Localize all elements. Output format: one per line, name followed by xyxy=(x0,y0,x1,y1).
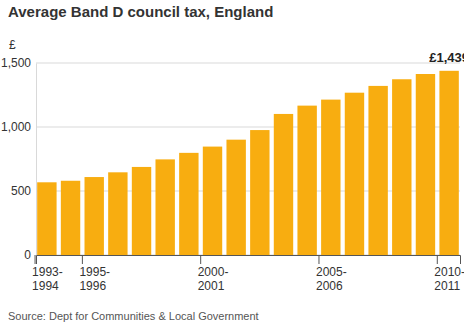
x-axis: 1993-1994 1995-1996 2000-2001 2005-2006 2010… xyxy=(32,255,464,293)
bar xyxy=(392,79,411,255)
bars xyxy=(37,71,459,255)
grid-line xyxy=(36,63,460,64)
y-axis-line xyxy=(36,64,37,256)
bar xyxy=(179,153,198,255)
x-tick-mark xyxy=(82,255,83,264)
data-label: £1,439 xyxy=(429,50,464,65)
y-tick: 500 xyxy=(11,184,36,198)
y-tick: 1,000 xyxy=(1,120,36,134)
x-axis-line xyxy=(37,256,461,265)
bar xyxy=(108,172,127,255)
x-tick: 1993-1994 xyxy=(32,255,63,293)
x-tick: 2005-2006 xyxy=(316,255,347,293)
x-tick: 1995-1996 xyxy=(79,255,110,293)
bar xyxy=(226,140,245,255)
x-tick-label: 2005-2006 xyxy=(316,265,347,293)
bar xyxy=(321,100,340,255)
x-tick-label: 1995-1996 xyxy=(79,265,110,293)
bar xyxy=(345,93,364,255)
title: Average Band D council tax, England xyxy=(8,3,273,20)
y-tick-label: 0 xyxy=(24,248,31,262)
bar xyxy=(61,181,80,255)
x-tick-mark xyxy=(318,255,319,264)
y-axis: 0 500 1,000 1,500 xyxy=(1,56,37,262)
y-tick-label: 500 xyxy=(11,184,31,198)
y-tick-label: 1,000 xyxy=(1,120,31,134)
bar xyxy=(132,167,151,255)
data-labels: £1,439 xyxy=(429,50,464,65)
bar xyxy=(85,177,104,255)
chart: Average Band D council tax, England £0 500… xyxy=(0,0,464,324)
bar xyxy=(439,71,458,255)
x-tick: 2010-2011 xyxy=(434,255,464,293)
x-tick-label: 2010-2011 xyxy=(434,265,464,293)
bar xyxy=(274,114,293,255)
x-tick: 2000-2001 xyxy=(198,255,229,293)
grid xyxy=(36,63,460,255)
y-tick: 0 xyxy=(24,248,36,262)
y-tick-label: 1,500 xyxy=(1,56,31,70)
bar xyxy=(155,159,174,255)
bar xyxy=(250,130,269,255)
y-axis-label: £ xyxy=(9,38,16,52)
x-tick-label: 2000-2001 xyxy=(198,265,229,293)
bar xyxy=(37,182,56,255)
bar xyxy=(203,147,222,255)
x-tick-mark xyxy=(35,255,36,264)
bar xyxy=(416,74,435,255)
bar xyxy=(297,106,316,255)
source: Source: Dept for Communities & Local Gov… xyxy=(8,310,259,322)
x-tick-mark xyxy=(437,255,438,264)
y-tick: 1,500 xyxy=(1,56,36,70)
x-tick-label: 1993-1994 xyxy=(32,265,63,293)
bar xyxy=(368,86,387,255)
x-tick-mark xyxy=(200,255,201,264)
